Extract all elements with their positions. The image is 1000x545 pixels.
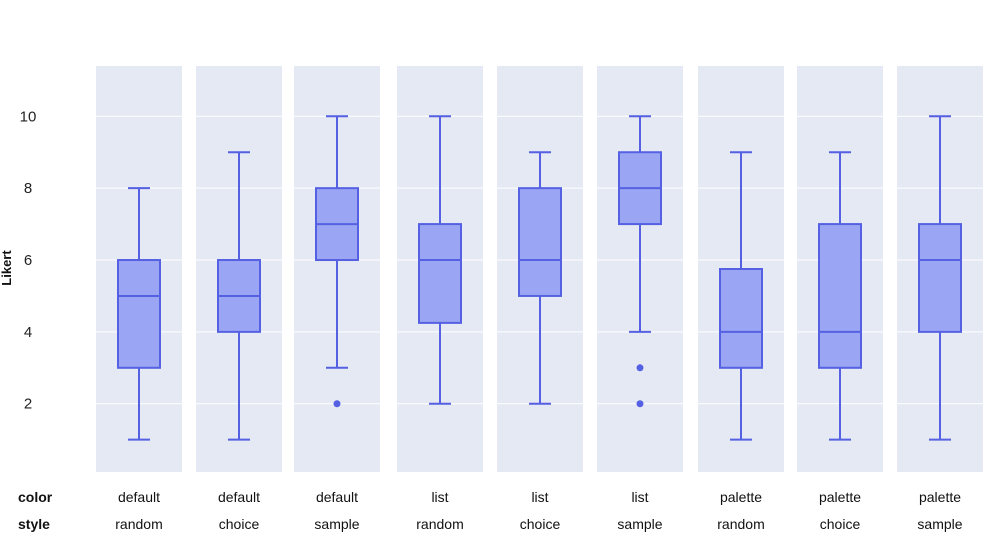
box-group-list-random [397,66,483,472]
category-labels: default random default choice default sample l… [115,489,963,532]
style-label: choice [520,516,561,532]
iqr-box [719,268,763,369]
style-label: random [115,516,162,532]
color-label: list [431,489,448,505]
style-label: random [717,516,764,532]
outlier-point [636,364,644,372]
style-label: sample [617,516,662,532]
box-group-default-sample [294,66,380,472]
style-label: choice [219,516,260,532]
color-label: list [631,489,648,505]
iqr-box [518,187,562,297]
style-label: random [416,516,463,532]
box-group-palette-sample [897,66,983,472]
iqr-box [117,259,161,369]
y-tick-label: 8 [24,180,32,197]
iqr-box [918,223,962,333]
style-label: choice [820,516,861,532]
row-label-style: style [18,516,50,532]
y-tick-label: 10 [20,108,37,125]
box-group-default-random [96,66,182,472]
iqr-box [418,223,462,324]
y-tick-label: 4 [24,324,32,341]
color-label: list [531,489,548,505]
panels-layer [96,66,983,472]
box-group-palette-random [698,66,784,472]
row-label-color: color [18,489,53,505]
y-tick-label: 2 [24,396,32,413]
box-group-list-choice [497,66,583,472]
color-label: default [316,489,358,505]
iqr-box [818,223,862,369]
box-group-default-choice [196,66,282,472]
y-tick-labels: 2 4 6 8 10 [20,108,37,412]
color-label: palette [819,489,861,505]
y-tick-label: 6 [24,252,32,269]
style-label: sample [314,516,359,532]
color-label: default [118,489,160,505]
style-label: sample [917,516,962,532]
box-group-list-sample [597,66,683,472]
color-label: palette [919,489,961,505]
color-label: default [218,489,260,505]
box-group-palette-choice [797,66,883,472]
y-axis-label: Likert [0,250,14,286]
outlier-point [333,400,341,408]
color-label: palette [720,489,762,505]
outlier-point [636,400,644,408]
